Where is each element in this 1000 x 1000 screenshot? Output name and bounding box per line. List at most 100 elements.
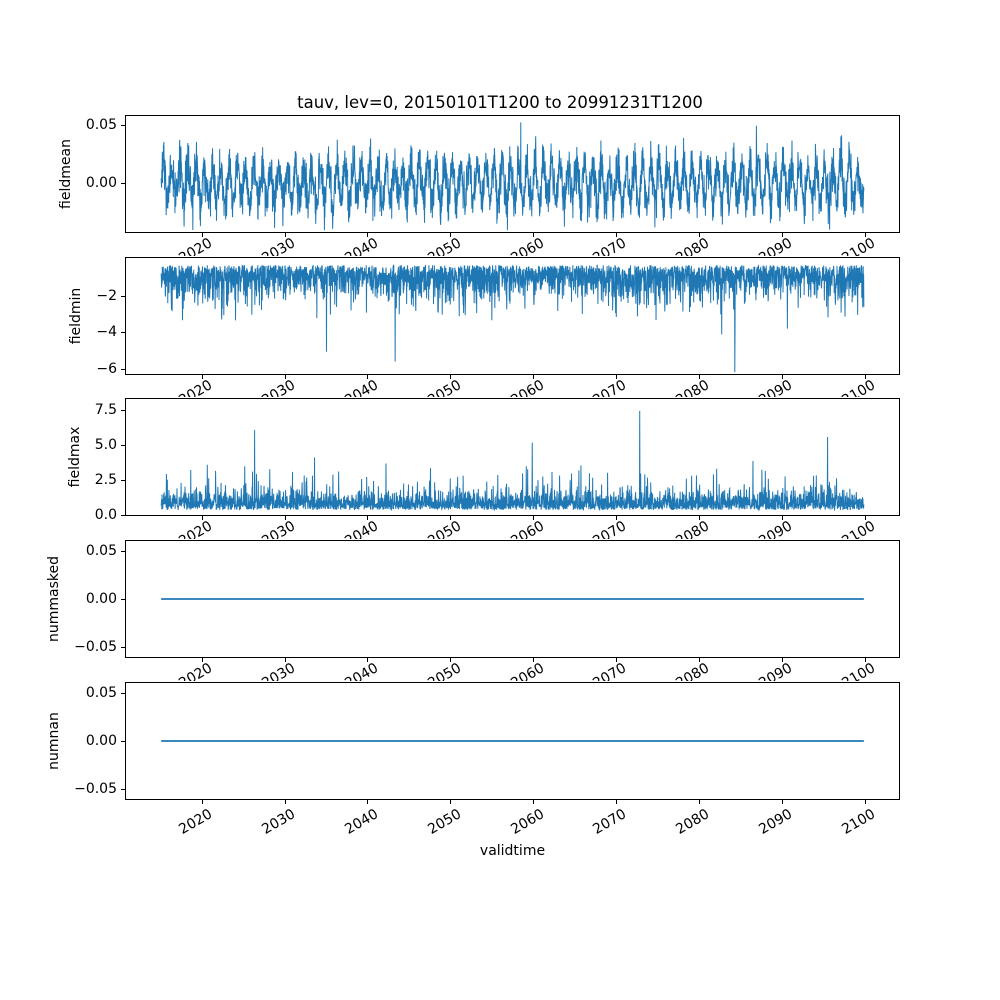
x-tick-label: 2100: [839, 377, 879, 397]
x-tick-label: 2050: [424, 518, 464, 539]
x-tick-label: 2070: [590, 660, 630, 681]
x-tick-mark: [284, 658, 286, 662]
x-tick-mark: [533, 516, 535, 520]
subplot-fieldmean: [125, 115, 900, 233]
x-tick-mark: [864, 375, 866, 379]
x-tick-mark: [201, 375, 203, 379]
x-tick-label: 2090: [756, 660, 796, 681]
x-tick-mark: [533, 658, 535, 662]
x-tick-label: 2100: [839, 806, 879, 838]
x-tick-label: 2020: [176, 377, 216, 397]
x-tick-mark: [284, 375, 286, 379]
x-tick-mark: [699, 516, 700, 520]
x-tick-label: 2040: [342, 377, 381, 397]
y-tick-label: 0.05: [85, 685, 117, 701]
x-tick-mark: [367, 233, 369, 237]
x-tick-label: 2030: [259, 806, 299, 838]
x-tick-label: 2060: [507, 377, 547, 397]
series-path-fieldmean: [160, 122, 865, 231]
x-tick-mark: [284, 516, 286, 520]
y-tick-mark: [121, 599, 125, 600]
series-line-fieldmean: [160, 122, 865, 231]
x-tick-mark: [616, 375, 618, 379]
x-tick-label: 2060: [507, 235, 547, 256]
y-tick-label: −6: [96, 360, 117, 377]
y-tick-mark: [121, 647, 125, 648]
x-tick-mark: [284, 233, 286, 237]
x-tick-label: 2090: [756, 806, 796, 838]
x-tick-labels-gap: 2020 2030 2040 2050 2060 2070 2080 2090 2100: [125, 659, 900, 681]
x-tick-label: 2040: [342, 660, 381, 681]
y-tick-mark: [121, 410, 125, 411]
y-tick-label: 0.0: [94, 507, 117, 523]
x-tick-mark: [699, 658, 700, 662]
x-tick-mark: [864, 800, 866, 804]
x-tick-label: 2080: [673, 518, 713, 539]
y-tick-label: 0.00: [85, 591, 117, 607]
x-tick-label: 2030: [259, 660, 299, 681]
x-tick-mark: [616, 800, 618, 804]
x-tick-label: 2060: [507, 518, 547, 539]
x-tick-mark: [781, 233, 783, 237]
x-tick-label: 2080: [673, 806, 713, 838]
ylabel-fieldmin: fieldmin: [68, 287, 84, 345]
x-tick-mark: [367, 516, 369, 520]
x-tick-labels-gap: 2020 2030 2040 2050 2060 2070 2080 2090 2100: [125, 234, 900, 256]
x-tick-labels-gap: 2020 2030 2040 2050 2060 2070 2080 2090 2100: [125, 376, 900, 397]
ylabel-nummasked: nummasked: [46, 555, 62, 643]
x-tick-label: 2100: [839, 235, 879, 256]
x-tick-label: 2100: [839, 660, 879, 681]
x-tick-label: 2070: [590, 235, 630, 256]
x-tick-mark: [284, 800, 286, 804]
x-tick-label: 2060: [507, 660, 547, 681]
ylabel-numnan: numnan: [46, 712, 62, 770]
series-line-fieldmin: [160, 264, 865, 373]
x-axis-label: validtime: [479, 843, 546, 859]
x-tick-label: 2100: [839, 518, 879, 539]
x-tick-mark: [450, 800, 452, 804]
x-tick-labels-gap: 2020 2030 2040 2050 2060 2070 2080 2090 2100: [125, 517, 900, 539]
x-tick-label: 2050: [424, 806, 464, 838]
y-tick-mark: [121, 332, 125, 334]
series-line-nummasked: [161, 598, 864, 600]
y-tick-mark: [121, 295, 125, 297]
x-tick-mark: [781, 800, 783, 804]
x-tick-label: 2050: [424, 660, 464, 681]
x-tick-label: 2060: [507, 806, 547, 838]
x-tick-label: 2020: [176, 660, 216, 681]
x-tick-label: 2030: [259, 377, 299, 397]
x-tick-mark: [367, 375, 369, 379]
x-tick-mark: [533, 800, 535, 804]
y-tick-mark: [121, 789, 125, 790]
x-tick-label: 2020: [176, 235, 216, 256]
series-path-fieldmax: [160, 410, 865, 512]
y-tick-label: 0.00: [85, 733, 117, 749]
series-line-numnan: [161, 740, 864, 742]
x-tick-label: 2080: [673, 377, 713, 397]
y-tick-mark: [121, 124, 125, 126]
x-tick-label: 2040: [342, 235, 381, 256]
x-tick-mark: [781, 516, 783, 520]
x-tick-mark: [781, 375, 783, 379]
y-tick-label: 0.05: [85, 116, 117, 133]
y-tick-mark: [121, 693, 125, 694]
x-tick-mark: [450, 233, 452, 237]
y-tick-label: −4: [96, 324, 117, 341]
x-tick-label: 2070: [590, 518, 630, 539]
x-tick-mark: [450, 658, 452, 662]
x-tick-mark: [616, 658, 618, 662]
x-tick-mark: [781, 658, 783, 662]
x-tick-mark: [864, 516, 866, 520]
x-tick-mark: [699, 800, 700, 804]
y-tick-mark: [121, 445, 125, 446]
subplot-fieldmin: [125, 257, 900, 375]
y-tick-mark: [121, 183, 125, 185]
x-tick-mark: [367, 800, 369, 804]
ylabel-fieldmax: fieldmax: [67, 426, 83, 488]
x-tick-label: 2040: [342, 518, 381, 539]
y-tick-label: 5.0: [94, 437, 117, 453]
y-tick-label: 7.5: [94, 402, 117, 418]
x-tick-label: 2020: [176, 518, 216, 539]
x-tick-mark: [699, 233, 700, 237]
